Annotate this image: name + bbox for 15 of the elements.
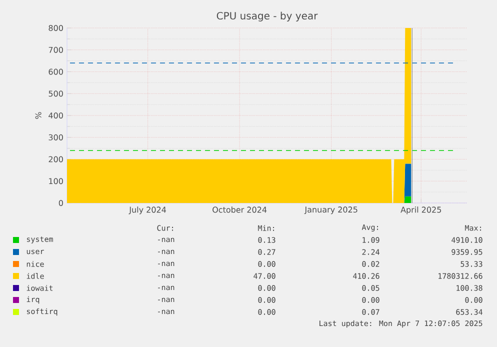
- y-axis-title: %: [35, 112, 42, 119]
- y-tick-label: 500: [48, 90, 63, 97]
- y-tick-label: 300: [48, 134, 63, 140]
- y-tick-label: 400: [48, 112, 63, 119]
- x-tick-label: July 2024: [128, 206, 166, 214]
- y-tick-label: 600: [48, 68, 63, 75]
- y-tick-label: 700: [48, 46, 63, 53]
- x-tick-label: April 2025: [400, 206, 442, 214]
- x-tick-label: October 2024: [212, 206, 267, 213]
- x-tick-label: January 2025: [304, 206, 358, 214]
- chart-title: CPU usage - by year: [216, 12, 318, 22]
- y-tick-label: 0: [58, 200, 63, 206]
- y-tick-label: 100: [49, 178, 63, 184]
- y-tick-label: 800: [48, 24, 63, 32]
- y-tick-label: 200: [48, 156, 63, 162]
